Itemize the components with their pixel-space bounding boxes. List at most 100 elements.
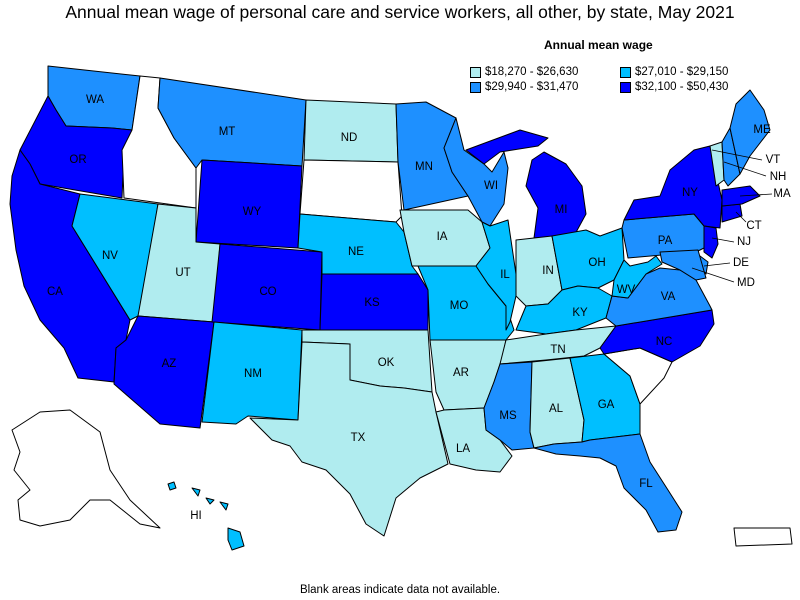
state-label-tx: TX: [351, 432, 366, 444]
state-shape-az: [113, 315, 215, 429]
state-shape-wy: [195, 159, 303, 249]
state-shape-nc: [599, 309, 715, 363]
state-label-ct: CT: [746, 220, 761, 232]
state-shape-hi-1: [167, 481, 177, 491]
state-shape-nh: [721, 127, 741, 187]
state-pr: [733, 527, 793, 547]
state-shape-hi-5: [227, 527, 245, 551]
state-label-nh: NH: [770, 171, 787, 183]
state-nc: [599, 309, 715, 363]
state-label-oh: OH: [588, 257, 605, 269]
state-shape-sd: [299, 159, 403, 223]
state-shape-me: [729, 89, 771, 175]
legend-label-4: $32,100 - $50,430: [635, 81, 729, 93]
state-me: [729, 89, 771, 175]
legend-swatch-4: [620, 81, 631, 93]
state-shape-tx: [249, 341, 449, 537]
state-shape-il: [475, 219, 517, 331]
state-ct: [721, 203, 743, 223]
state-shape-hi-3: [205, 497, 215, 505]
state-fl: [533, 433, 683, 533]
state-label-md: MD: [737, 277, 755, 289]
legend-item-2: $27,010 - $29,150: [620, 66, 728, 78]
state-label-tn: TN: [550, 344, 565, 356]
state-md: [659, 249, 707, 281]
state-label-mi: MI: [555, 204, 568, 216]
state-label-ma: MA: [773, 188, 791, 200]
state-label-ks: KS: [364, 297, 380, 309]
state-label-mo: MO: [450, 300, 469, 312]
state-label-ga: GA: [598, 399, 615, 411]
state-label-nm: NM: [244, 368, 262, 380]
state-shape-md: [659, 249, 707, 281]
state-label-wv: WV: [617, 284, 636, 296]
state-label-al: AL: [549, 403, 564, 415]
state-label-ky: KY: [572, 307, 588, 319]
state-label-co: CO: [259, 286, 276, 298]
state-nh: [721, 127, 741, 187]
state-az: [113, 315, 215, 429]
state-label-ny: NY: [682, 187, 698, 199]
state-shape-pr: [733, 527, 793, 547]
legend-label-3: $29,940 - $31,470: [485, 81, 579, 93]
state-shape-nd: [303, 99, 399, 163]
legend-swatch-1: [470, 66, 481, 78]
state-shape-ks: [319, 273, 429, 331]
state-label-ar: AR: [453, 367, 469, 379]
state-label-wy: WY: [243, 206, 262, 218]
state-nd: [303, 99, 399, 163]
legend-swatch-3: [470, 81, 481, 93]
state-label-ut: UT: [175, 267, 190, 279]
leader-line-ct: [735, 211, 747, 223]
state-ak: [11, 409, 161, 529]
leader-line-nj: [711, 237, 735, 243]
state-shape-mi-1: [465, 129, 549, 165]
state-il: [475, 219, 517, 331]
state-label-nv: NV: [102, 250, 118, 262]
state-shape-nj: [703, 225, 719, 259]
legend-item-1: $18,270 - $26,630: [470, 66, 578, 78]
state-label-hi: HI: [190, 510, 202, 522]
state-label-mt: MT: [219, 126, 236, 138]
leader-line-md: [691, 267, 735, 283]
state-label-ok: OK: [378, 357, 395, 369]
leader-line-de: [703, 262, 731, 267]
state-label-va: VA: [661, 291, 676, 303]
state-shape-ak: [11, 409, 161, 529]
legend-swatch-2: [620, 66, 631, 78]
state-hi: [167, 481, 245, 551]
state-label-wi: WI: [484, 180, 498, 192]
state-mi: [465, 129, 587, 239]
state-label-nc: NC: [656, 336, 673, 348]
state-label-az: AZ: [162, 358, 177, 370]
legend-item-3: $29,940 - $31,470: [470, 81, 578, 93]
state-shape-ny: [623, 145, 723, 229]
state-label-nj: NJ: [737, 236, 751, 248]
legend-label-1: $18,270 - $26,630: [485, 66, 579, 78]
state-label-ne: NE: [348, 246, 364, 258]
state-label-la: LA: [456, 443, 470, 455]
map-title: Annual mean wage of personal care and se…: [65, 2, 735, 22]
state-shape-mi-2: [525, 151, 587, 239]
state-label-me: ME: [753, 124, 771, 136]
state-label-fl: FL: [639, 478, 653, 490]
state-shape-ct: [721, 203, 743, 223]
state-tx: [249, 341, 449, 537]
state-label-mn: MN: [415, 161, 433, 173]
state-nj: [703, 225, 719, 259]
state-label-in: IN: [542, 265, 554, 277]
state-wy: [195, 159, 303, 249]
legend-title: Annual mean wage: [544, 38, 653, 52]
state-label-il: IL: [500, 269, 510, 281]
state-label-wa: WA: [86, 94, 104, 106]
state-ny: [623, 145, 723, 229]
leader-line-nh: [723, 161, 767, 177]
state-wv: [611, 255, 663, 299]
state-shape-fl: [533, 433, 683, 533]
state-shape-wv: [611, 255, 663, 299]
state-label-or: OR: [69, 154, 86, 166]
state-label-ms: MS: [499, 410, 517, 422]
state-label-de: DE: [733, 257, 749, 269]
state-label-vt: VT: [766, 154, 781, 166]
